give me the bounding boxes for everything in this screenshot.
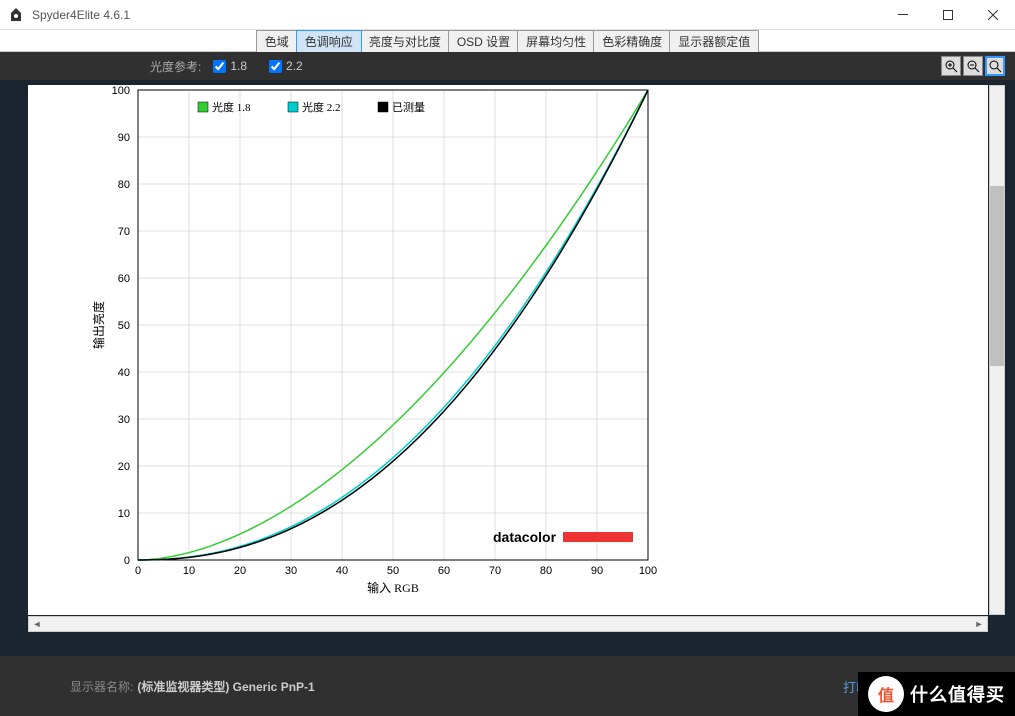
svg-text:60: 60	[118, 273, 130, 285]
svg-text:100: 100	[112, 85, 130, 97]
svg-text:70: 70	[118, 226, 130, 238]
svg-text:20: 20	[118, 461, 130, 473]
svg-text:70: 70	[489, 565, 501, 577]
badge-text: 什么值得买	[910, 681, 1005, 707]
monitor-name: (标准监视器类型) Generic PnP-1	[137, 678, 314, 695]
zoom-fit-icon[interactable]	[985, 56, 1005, 76]
toolbar: 光度参考: 1.8 2.2	[0, 52, 1015, 80]
svg-text:50: 50	[118, 320, 130, 332]
svg-text:0: 0	[124, 555, 130, 567]
tab-3[interactable]: OSD 设置	[448, 30, 519, 52]
gamma-18-checkbox[interactable]	[213, 60, 226, 73]
svg-text:光度 1.8: 光度 1.8	[212, 100, 251, 114]
svg-text:20: 20	[234, 565, 246, 577]
watermark-badge: 值 什么值得买	[858, 672, 1015, 716]
svg-text:80: 80	[118, 179, 130, 191]
zoom-out-icon[interactable]	[963, 56, 983, 76]
horizontal-scrollbar[interactable]: ◄ ►	[28, 616, 988, 632]
svg-text:100: 100	[639, 565, 657, 577]
tab-5[interactable]: 色彩精确度	[593, 30, 671, 52]
svg-text:50: 50	[387, 565, 399, 577]
svg-text:80: 80	[540, 565, 552, 577]
app-icon	[8, 7, 24, 23]
chart-area: 0 10 20 30 40 50 60 70 80 90 100 0 10 20 30 40 50 60 70 80 9…	[28, 85, 988, 615]
svg-text:90: 90	[118, 132, 130, 144]
monitor-label: 显示器名称:	[70, 678, 133, 695]
gamma-22-label: 2.2	[286, 59, 303, 73]
scroll-thumb[interactable]	[990, 186, 1004, 366]
title-bar: Spyder4Elite 4.6.1	[0, 0, 1015, 30]
tab-2[interactable]: 亮度与对比度	[360, 30, 450, 52]
gamma-chart: 0 10 20 30 40 50 60 70 80 90 100 0 10 20 30 40 50 60 70 80 9…	[28, 85, 988, 615]
svg-text:90: 90	[591, 565, 603, 577]
tab-0[interactable]: 色域	[256, 30, 298, 52]
svg-text:datacolor: datacolor	[493, 529, 557, 545]
scroll-right-icon[interactable]: ►	[971, 616, 987, 632]
vertical-scrollbar[interactable]	[989, 85, 1005, 615]
window-title: Spyder4Elite 4.6.1	[32, 8, 880, 22]
svg-text:30: 30	[285, 565, 297, 577]
gamma-18-label: 1.8	[230, 59, 247, 73]
svg-text:0: 0	[135, 565, 141, 577]
gamma-ref-label: 光度参考:	[150, 58, 201, 75]
zoom-in-icon[interactable]	[941, 56, 961, 76]
svg-text:光度 2.2: 光度 2.2	[302, 100, 341, 114]
tab-4[interactable]: 屏幕均匀性	[517, 30, 595, 52]
svg-text:输出亮度: 输出亮度	[91, 301, 106, 349]
tab-bar: 色域色调响应亮度与对比度OSD 设置屏幕均匀性色彩精确度显示器额定值	[0, 30, 1015, 52]
gamma-22-checkbox[interactable]	[269, 60, 282, 73]
svg-text:输入 RGB: 输入 RGB	[367, 580, 419, 595]
svg-text:40: 40	[336, 565, 348, 577]
window-controls	[880, 0, 1015, 29]
svg-text:30: 30	[118, 414, 130, 426]
badge-circle-icon: 值	[868, 676, 904, 712]
maximize-button[interactable]	[925, 0, 970, 29]
svg-text:40: 40	[118, 367, 130, 379]
tab-6[interactable]: 显示器额定值	[669, 30, 759, 52]
scroll-left-icon[interactable]: ◄	[29, 616, 45, 632]
close-button[interactable]	[970, 0, 1015, 29]
svg-text:10: 10	[118, 508, 130, 520]
tab-1[interactable]: 色调响应	[296, 30, 362, 52]
svg-text:已测量: 已测量	[392, 101, 425, 114]
svg-text:10: 10	[183, 565, 195, 577]
svg-text:60: 60	[438, 565, 450, 577]
minimize-button[interactable]	[880, 0, 925, 29]
